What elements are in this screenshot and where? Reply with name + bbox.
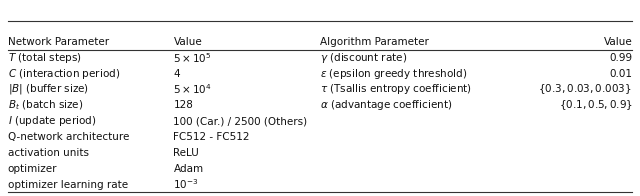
Text: Network Parameter: Network Parameter — [8, 37, 109, 47]
Text: $5 \times 10^5$: $5 \times 10^5$ — [173, 51, 212, 65]
Text: Q-network architecture: Q-network architecture — [8, 132, 129, 142]
Text: activation units: activation units — [8, 148, 89, 158]
Text: 128: 128 — [173, 100, 193, 110]
Text: $\alpha$ (advantage coefficient): $\alpha$ (advantage coefficient) — [320, 98, 452, 112]
Text: Adam: Adam — [173, 164, 204, 174]
Text: 100 (Car.) / 2500 (Others): 100 (Car.) / 2500 (Others) — [173, 116, 308, 126]
Text: $\epsilon$ (epsilon greedy threshold): $\epsilon$ (epsilon greedy threshold) — [320, 67, 467, 81]
Text: $I$ (update period): $I$ (update period) — [8, 114, 96, 128]
Text: ReLU: ReLU — [173, 148, 199, 158]
Text: $\gamma$ (discount rate): $\gamma$ (discount rate) — [320, 51, 407, 65]
Text: $\{0.1, 0.5, 0.9\}$: $\{0.1, 0.5, 0.9\}$ — [559, 98, 632, 112]
Text: Value: Value — [173, 37, 202, 47]
Text: $|B|$ (buffer size): $|B|$ (buffer size) — [8, 83, 89, 96]
Text: 0.01: 0.01 — [609, 69, 632, 79]
Text: $5 \times 10^4$: $5 \times 10^4$ — [173, 83, 212, 96]
Text: $\{0.3, 0.03, 0.003\}$: $\{0.3, 0.03, 0.003\}$ — [538, 83, 632, 96]
Text: $B_t$ (batch size): $B_t$ (batch size) — [8, 99, 83, 112]
Text: optimizer learning rate: optimizer learning rate — [8, 180, 128, 190]
Text: $T$ (total steps): $T$ (total steps) — [8, 51, 81, 65]
Text: 0.99: 0.99 — [609, 53, 632, 63]
Text: Algorithm Parameter: Algorithm Parameter — [320, 37, 429, 47]
Text: 4: 4 — [173, 69, 180, 79]
Text: optimizer: optimizer — [8, 164, 57, 174]
Text: $C$ (interaction period): $C$ (interaction period) — [8, 67, 120, 81]
Text: $10^{-3}$: $10^{-3}$ — [173, 178, 199, 191]
Text: FC512 - FC512: FC512 - FC512 — [173, 132, 250, 142]
Text: Value: Value — [604, 37, 632, 47]
Text: $\tau$ (Tsallis entropy coefficient): $\tau$ (Tsallis entropy coefficient) — [320, 83, 472, 96]
